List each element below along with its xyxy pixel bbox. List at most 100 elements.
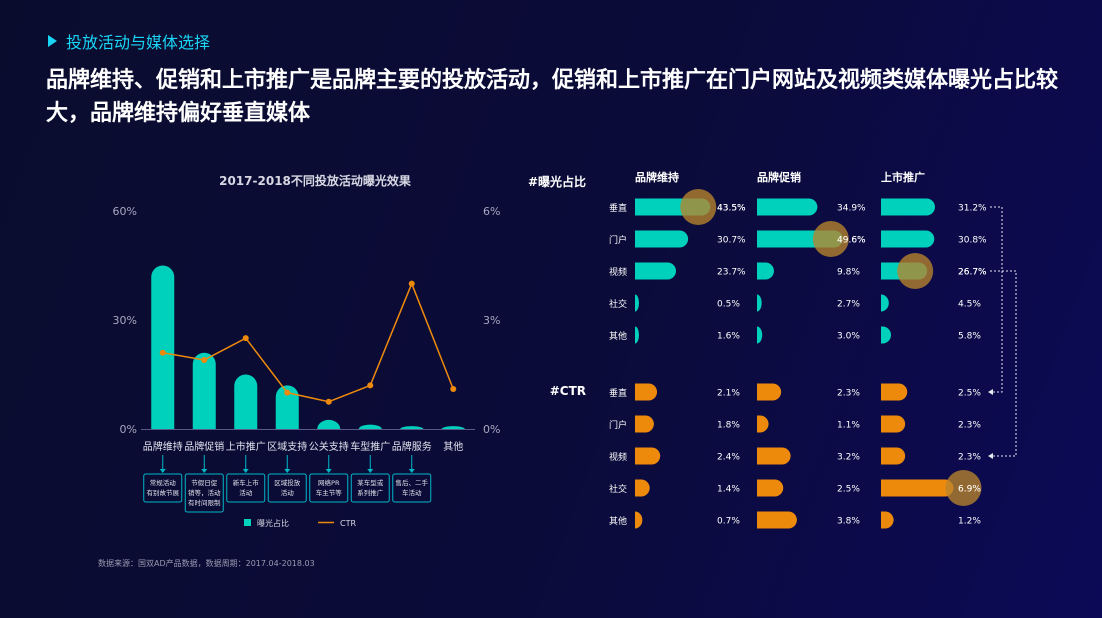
arrow-down-icon (201, 469, 208, 473)
exposure-bar (358, 424, 382, 429)
arrow-down-icon (367, 469, 374, 473)
exposure-bar (317, 419, 341, 429)
right-tick-label: 6% (483, 205, 500, 218)
category-label: 公关支持 (309, 440, 349, 453)
category-note-text: 系列推广 (357, 488, 384, 497)
exposure-bar (192, 352, 216, 429)
ctr-hbar (881, 479, 954, 497)
exposure-value-label: 5.8% (958, 332, 981, 342)
arrow-down-icon (242, 469, 249, 473)
legend-label-ctr: CTR (340, 519, 356, 528)
ctr-point (159, 349, 166, 356)
exposure-value-label: 31.2% (958, 204, 987, 214)
exposure-hbar (881, 326, 892, 344)
highlight-circle (812, 221, 849, 257)
media-label: 其他 (609, 515, 627, 527)
exposure-value-label: 4.5% (958, 300, 981, 310)
exposure-value-label: 3.0% (837, 332, 860, 342)
exposure-bar (151, 265, 175, 429)
ctr-value-label: 2.3% (837, 389, 860, 399)
exposure-value-label: 1.6% (717, 332, 740, 342)
exposure-hbar (757, 262, 774, 280)
arrow-down-icon (408, 469, 415, 473)
category-note-text: 车活动 (402, 488, 422, 497)
ctr-point (450, 386, 457, 393)
ctr-point (242, 335, 249, 342)
ctr-value-label: 2.3% (958, 421, 981, 431)
category-note-text: 销等，活动 (188, 488, 221, 497)
ctr-point (201, 356, 208, 363)
ctr-value-label: 2.3% (958, 453, 981, 463)
media-label: 门户 (609, 419, 627, 431)
right-tick-label: 3% (483, 314, 500, 327)
section-header: 投放活动与媒体选择 (48, 29, 210, 53)
ctr-hbar (757, 479, 784, 497)
category-label: 品牌服务 (392, 440, 432, 453)
category-note-box (350, 473, 390, 503)
media-label: 其他 (609, 330, 627, 342)
ctr-value-label: 1.1% (837, 421, 860, 431)
legend-swatch-exposure (244, 519, 251, 526)
play-triangle-icon (48, 35, 57, 47)
ctr-hbar (635, 383, 658, 401)
exposure-value-label: 43.5% (717, 204, 746, 214)
exposure-value-label: 0.5% (717, 300, 740, 310)
category-note-text: 活动 (281, 488, 295, 497)
media-label: 垂直 (609, 387, 627, 399)
exposure-value-label: 30.8% (958, 236, 987, 246)
exposure-value-label: 26.7% (958, 268, 987, 278)
legend-label-exposure: 曝光占比 (257, 518, 289, 528)
exposure-hbar (881, 230, 935, 248)
ctr-value-label: 0.7% (717, 517, 740, 527)
highlight-circle (680, 189, 717, 225)
media-label: 垂直 (609, 202, 627, 214)
category-label: 区域支持 (267, 440, 307, 453)
exposure-value-label: 9.8% (837, 268, 860, 278)
ctr-hbar (757, 415, 769, 433)
ctr-value-label: 2.5% (958, 389, 981, 399)
exposure-hbar (635, 294, 639, 312)
exposure-bar (234, 374, 258, 429)
category-note-box (309, 473, 349, 503)
exposure-bar (441, 426, 465, 429)
exposure-hbar (635, 326, 639, 344)
headline: 品牌维持、促销和上市推广是品牌主要的投放活动，促销和上市推广在门户网站及视频类媒… (46, 68, 1059, 126)
ctr-value-label: 3.2% (837, 453, 860, 463)
exposure-hbar (635, 262, 677, 280)
exposure-bar (400, 426, 424, 429)
media-label: 视频 (609, 266, 627, 278)
highlight-value-label: 26.7% (958, 268, 987, 278)
ctr-value-label: 3.8% (837, 517, 860, 527)
category-note-text: 车主节等 (316, 488, 343, 497)
ctr-value-label: 1.4% (717, 485, 740, 495)
category-label: 品牌维持 (143, 440, 183, 453)
category-note-box (184, 473, 224, 513)
source-note: 数据来源：国双AD产品数据，数据周期：2017.04-2018.03 (98, 559, 315, 568)
exposure-value-label: 49.6% (837, 236, 866, 246)
ctr-hbar (881, 415, 906, 433)
ctr-hbar (635, 511, 643, 529)
arrow-left-icon (988, 389, 993, 395)
category-note-text: 某车型或 (357, 478, 384, 487)
exposure-value-label: 30.7% (717, 236, 746, 246)
ctr-hbar (635, 415, 654, 433)
ctr-hbar (757, 511, 797, 529)
combo-chart-title: 2017-2018不同投放活动曝光效果 (219, 174, 411, 188)
exposure-hbar (635, 230, 689, 248)
right-tick-label: 0% (483, 423, 500, 436)
category-note-text: 活动 (239, 488, 253, 497)
exposure-hbar (757, 326, 763, 344)
group-header: 品牌维持 (635, 170, 679, 184)
section-title: 投放活动与媒体选择 (66, 33, 211, 52)
connector-line (990, 206, 1003, 393)
ctr-value-label: 1.2% (958, 517, 981, 527)
category-note-text: 有时间限制 (188, 498, 221, 507)
left-tick-label: 0% (120, 423, 137, 436)
ctr-hbar (635, 447, 661, 465)
arrow-left-icon (988, 453, 993, 459)
category-note-text: 节假日促 (191, 478, 218, 487)
exposure-hbar (881, 198, 935, 216)
category-note-text: 网络PR (318, 478, 340, 487)
ctr-point (367, 382, 374, 389)
ctr-value-label: 2.1% (717, 389, 740, 399)
